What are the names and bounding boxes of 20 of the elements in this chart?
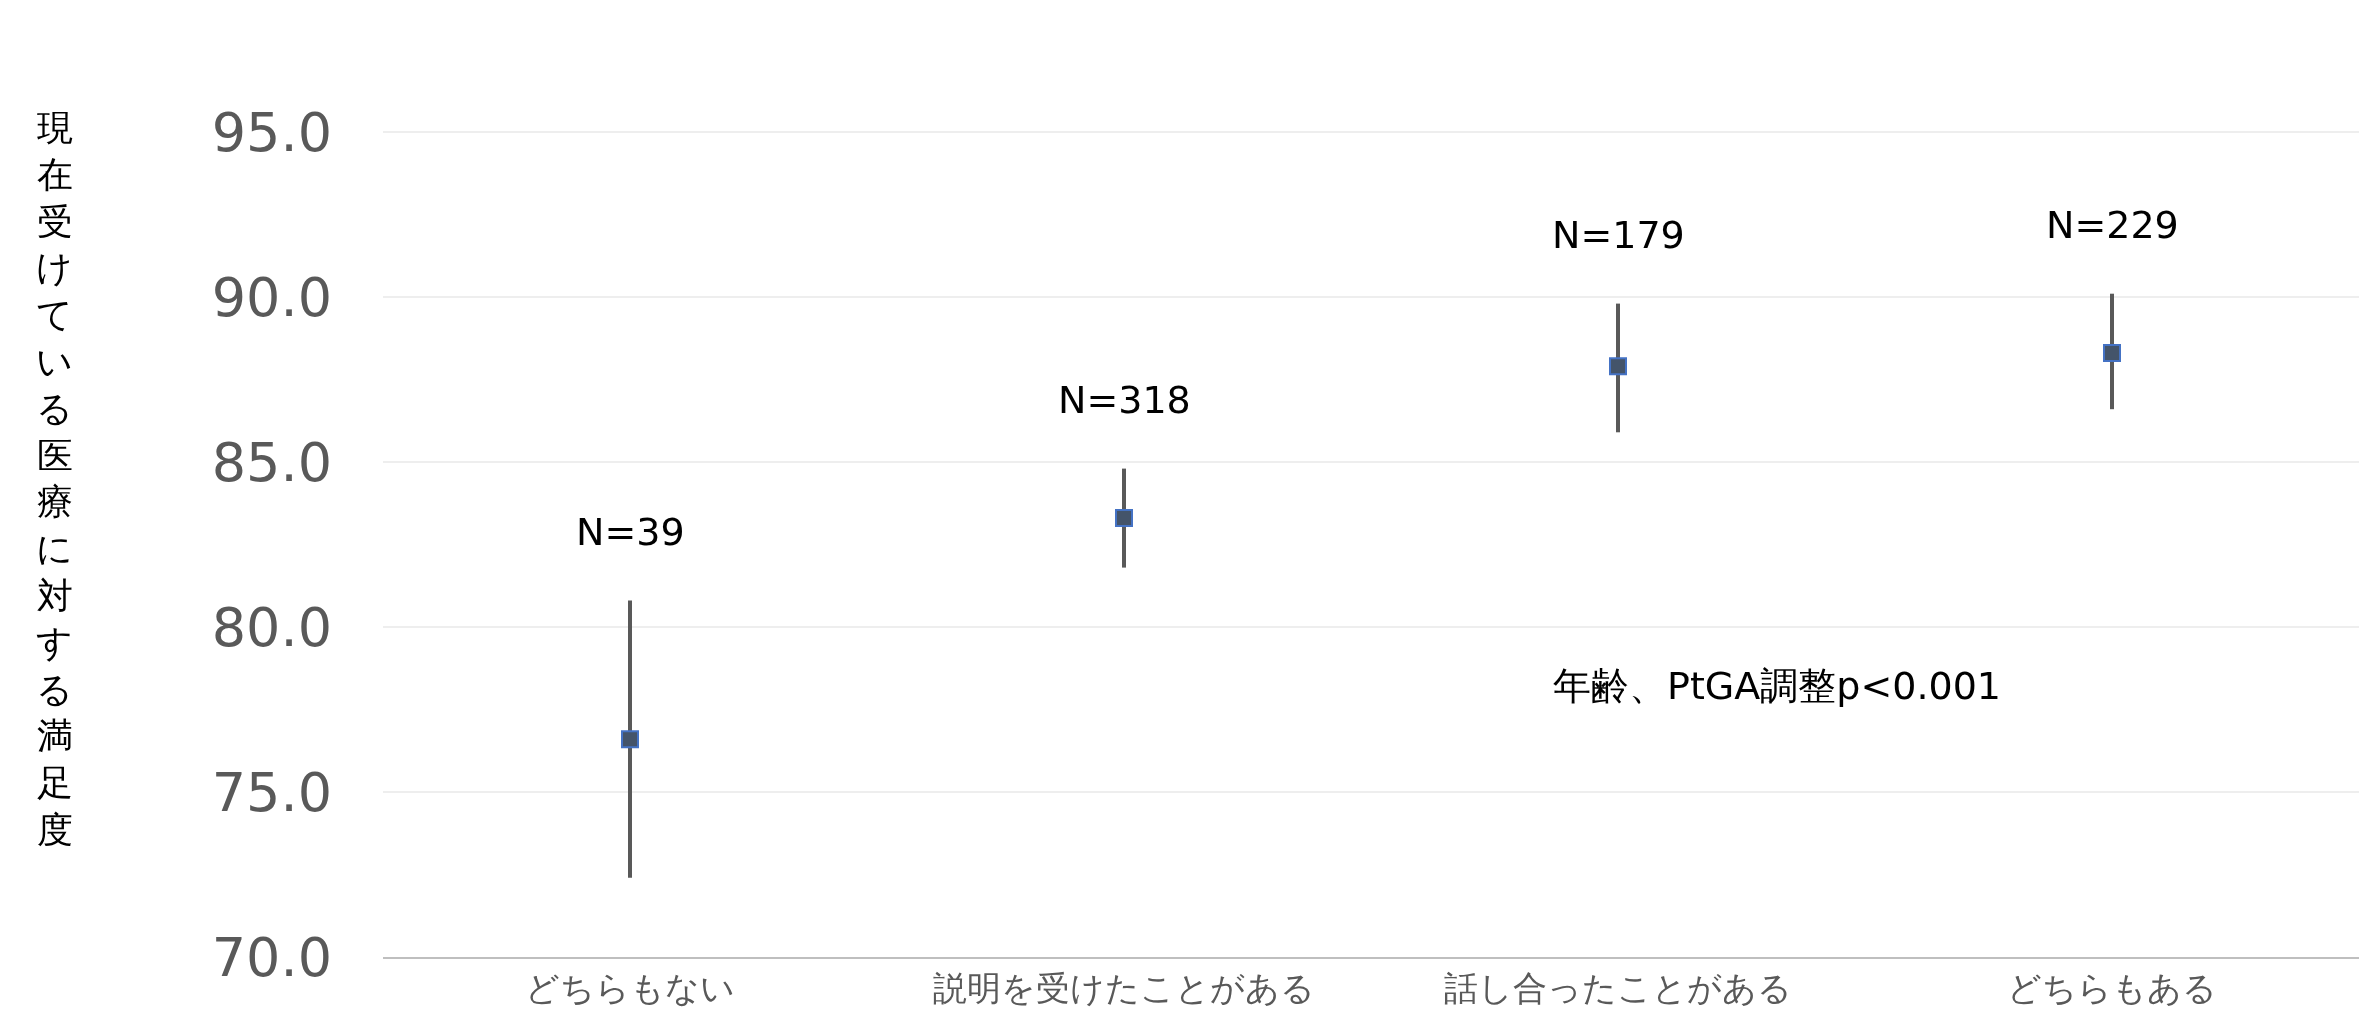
- y-tick-label: 95.0: [211, 100, 332, 164]
- x-tick-label: 話し合ったことがある: [1444, 967, 1792, 1008]
- annotation: N=179: [1552, 213, 1685, 257]
- point: [2103, 344, 2121, 363]
- point: [621, 730, 639, 749]
- point: [1609, 357, 1627, 376]
- y-tick-label: 75.0: [211, 760, 332, 824]
- y-tick-label: 90.0: [211, 265, 332, 329]
- y-tick-label: 80.0: [211, 595, 332, 659]
- annotation: N=318: [1058, 378, 1191, 422]
- y-tick-label: 70.0: [211, 925, 332, 989]
- annotation: N=229: [2046, 203, 2179, 247]
- x-tick-label: どちらもある: [2007, 967, 2217, 1008]
- y-tick-label: 85.0: [211, 430, 332, 494]
- x-tick-label: どちらもない: [525, 967, 735, 1008]
- x-tick-label: 説明を受けたことがある: [933, 967, 1315, 1008]
- point: [1115, 509, 1133, 528]
- annotation: N=39: [576, 510, 685, 554]
- annotation: 年齢、PtGA調整p<0.001: [1553, 664, 2002, 708]
- text: 現在受けている医療に対する満足度: [36, 107, 73, 850]
